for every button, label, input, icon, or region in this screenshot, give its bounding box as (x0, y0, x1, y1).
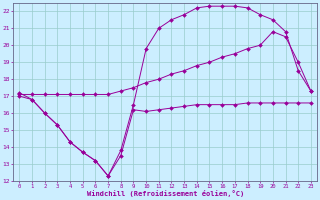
X-axis label: Windchill (Refroidissement éolien,°C): Windchill (Refroidissement éolien,°C) (86, 190, 244, 197)
